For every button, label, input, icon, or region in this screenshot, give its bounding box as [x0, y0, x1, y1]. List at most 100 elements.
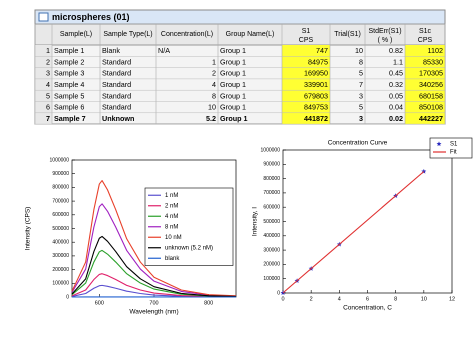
y-tick-label: 700000: [263, 190, 280, 196]
table-cell: 5.2: [206, 114, 216, 123]
column-header: Sample(L): [60, 31, 92, 38]
table-cell: 0.05: [389, 91, 403, 100]
series-line: [71, 249, 237, 298]
y-tick-label: 300000: [263, 247, 280, 253]
column-header: Sample Type(L): [103, 31, 152, 38]
legend-label: 1 nM: [165, 193, 178, 199]
table-cell: 1102: [428, 46, 443, 55]
table-cell: 849753: [304, 103, 328, 112]
y-tick-label: 800000: [263, 176, 280, 182]
x-tick-label: 700: [149, 300, 158, 306]
table-cell: Group 1: [220, 91, 246, 100]
y-axis-label: Intensity (CPS): [25, 207, 32, 251]
table-cell: Sample 1: [54, 46, 84, 55]
table-cell: 3: [359, 91, 363, 100]
table-cell: Standard: [102, 69, 131, 78]
y-tick-label: 1000000: [261, 147, 281, 153]
y-tick-label: 100000: [263, 276, 280, 282]
x-tick-label: 600: [95, 300, 104, 306]
y-tick-label: 700000: [52, 198, 69, 204]
table-cell: 1: [212, 57, 216, 66]
table-cell: 10: [355, 46, 363, 55]
table-cell: Standard: [102, 57, 131, 66]
column-unit: ( % ): [378, 37, 393, 44]
legend-label: blank: [165, 256, 180, 262]
table-cell: 441872: [304, 114, 328, 123]
y-tick-label: 900000: [263, 162, 280, 168]
x-tick-label: 6: [366, 296, 369, 302]
y-tick-label: 200000: [263, 262, 280, 268]
column-header: Group Name(L): [226, 31, 275, 38]
table-cell: Standard: [102, 91, 131, 100]
highlight-column: [405, 45, 445, 125]
table-cell: 85330: [423, 57, 443, 66]
table-cell: 0.82: [389, 46, 403, 55]
table-cell: 442227: [419, 114, 443, 123]
table-cell: 4: [212, 80, 216, 89]
table-cell: 7: [359, 80, 363, 89]
chart-title: Concentration Curve: [328, 140, 388, 147]
y-tick-label: 900000: [52, 171, 69, 177]
legend-box: [429, 137, 473, 159]
row-number: 4: [46, 80, 50, 89]
table-cell: Sample 2: [54, 57, 84, 66]
x-tick-label: 4: [338, 296, 341, 302]
column-unit: CPS: [299, 37, 314, 44]
table-cell: Sample 3: [54, 69, 84, 78]
row-number: 1: [46, 46, 50, 55]
y-tick-label: 800000: [52, 185, 69, 191]
x-axis-label: Wavelength (nm): [129, 309, 178, 316]
table-cell: Group 1: [220, 114, 248, 123]
legend-label: 8 nM: [165, 224, 178, 230]
table-cell: 747: [316, 46, 328, 55]
table-cell: 5: [359, 103, 363, 112]
table-cell: 850108: [419, 103, 443, 112]
y-tick-label: 0: [66, 294, 69, 300]
y-tick-label: 600000: [263, 205, 280, 211]
table-cell: 2: [212, 69, 216, 78]
table-cell: Sample 7: [54, 114, 86, 123]
highlight-column: [282, 45, 330, 125]
column-header: S1c: [419, 28, 432, 35]
column-header: S1: [302, 28, 311, 35]
table-cell: 84975: [308, 57, 328, 66]
table-cell: 8: [212, 91, 216, 100]
x-tick-label: 800: [204, 300, 213, 306]
table-cell: Group 1: [220, 103, 246, 112]
series-line: [71, 284, 237, 298]
series-line: [71, 273, 237, 298]
table-cell: 169950: [304, 69, 328, 78]
table-cell: 679803: [304, 91, 328, 100]
table-cell: Standard: [102, 103, 131, 112]
column-header: StdErr(S1): [368, 28, 401, 35]
series-line: [71, 180, 237, 297]
table-cell: 1.1: [393, 57, 403, 66]
table-cell: 0.02: [389, 114, 403, 123]
table-cell: 0.04: [389, 103, 403, 112]
legend-marker: [436, 141, 442, 147]
series-line: [71, 235, 237, 297]
table-cell: Group 1: [220, 69, 246, 78]
legend-label: Fit: [450, 150, 457, 156]
series-line: [282, 171, 425, 294]
x-tick-label: 12: [449, 296, 455, 302]
table-cell: Sample 5: [54, 91, 84, 100]
column-header: Trial(S1): [334, 31, 361, 38]
table-cell: 340256: [419, 80, 443, 89]
y-tick-label: 500000: [263, 219, 280, 225]
table-cell: 5: [359, 69, 363, 78]
series-line: [71, 203, 237, 297]
legend-label: 4 nM: [165, 214, 178, 220]
table-cell: Sample 6: [54, 103, 84, 112]
y-tick-label: 0: [277, 290, 280, 296]
x-axis-label: Concentration, C: [343, 305, 392, 312]
table-cell: Group 1: [220, 80, 246, 89]
row-number: 2: [46, 57, 50, 66]
table-cell: 339901: [304, 80, 328, 89]
y-tick-label: 300000: [52, 253, 69, 259]
legend-label: 2 nM: [165, 203, 178, 209]
row-number: 3: [46, 69, 50, 78]
table-cell: 0.45: [389, 69, 403, 78]
column-header: Concentration(L): [161, 31, 213, 38]
